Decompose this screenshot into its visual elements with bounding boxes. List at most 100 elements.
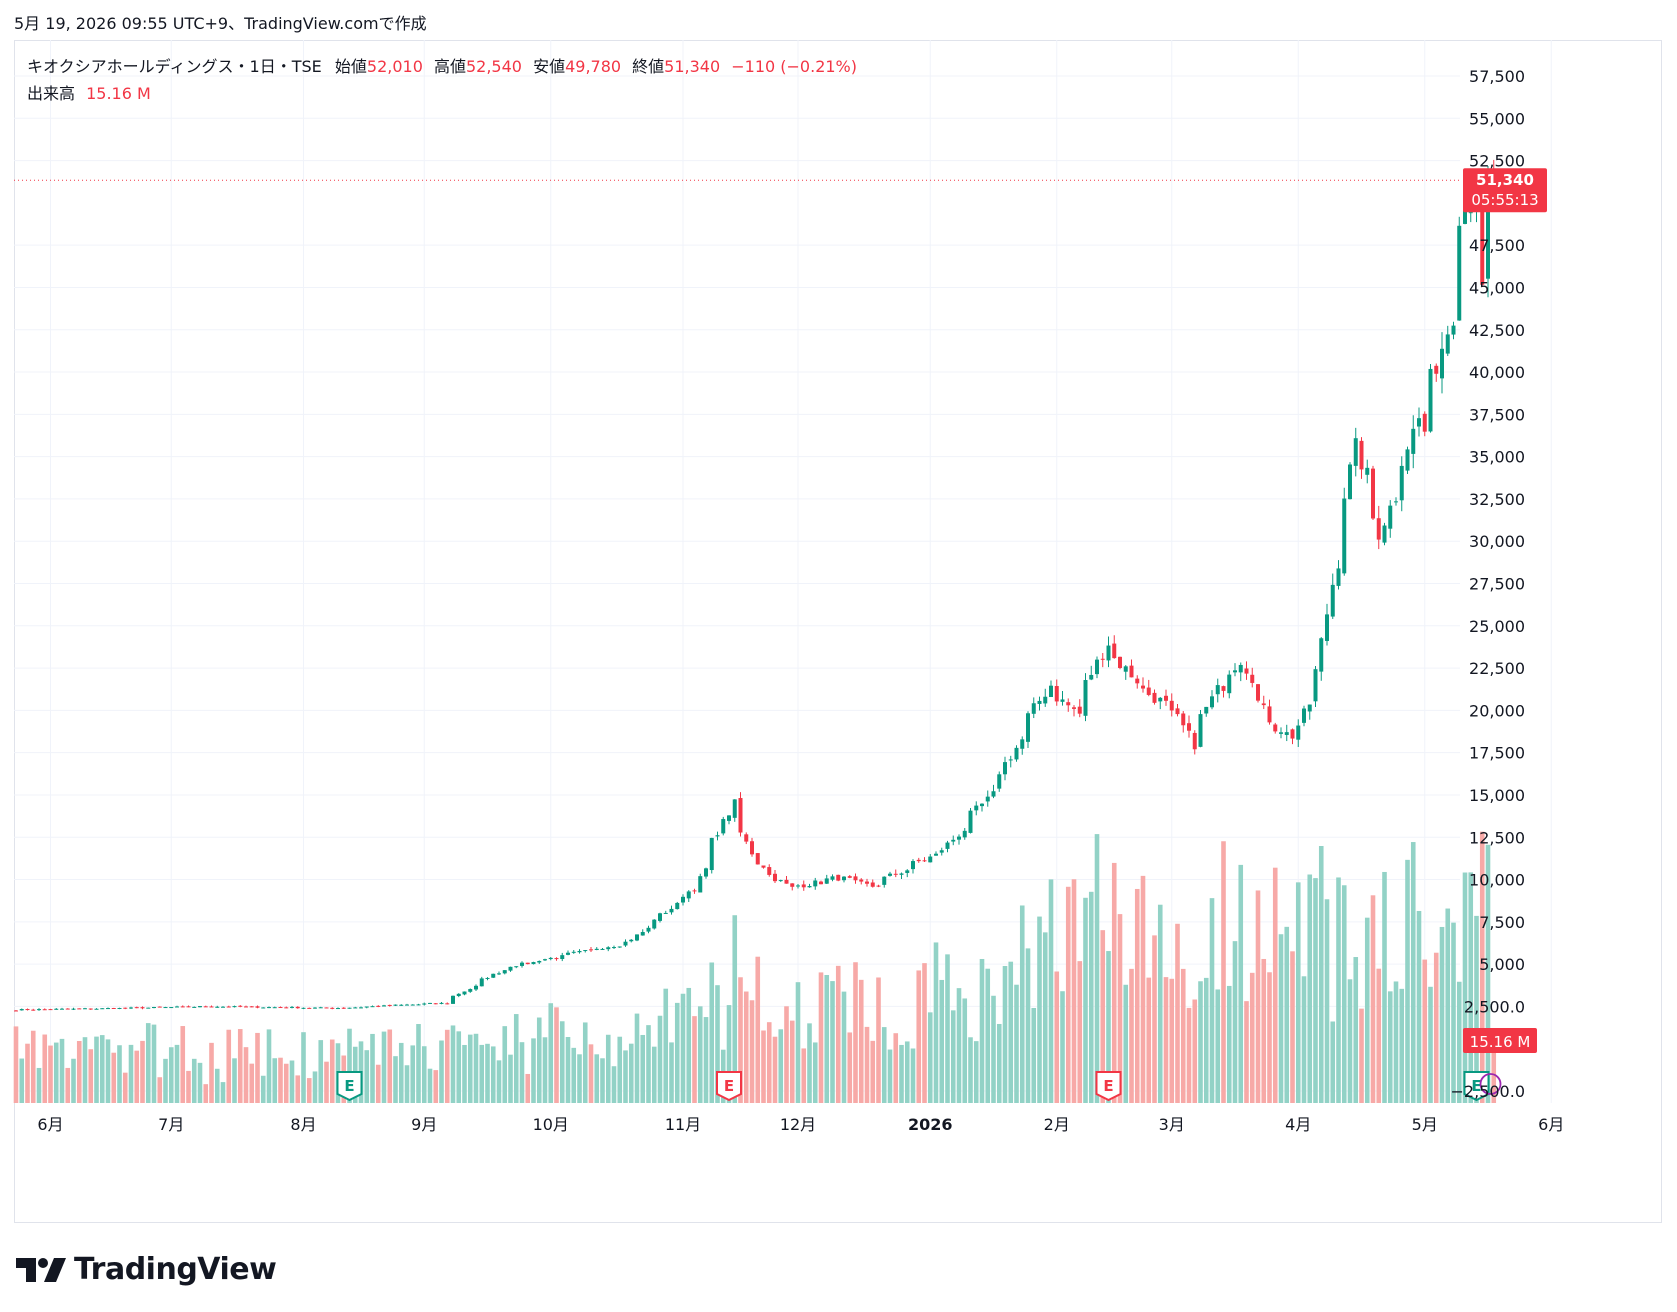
volume-bar (249, 1063, 255, 1103)
volume-bar (1428, 986, 1433, 1103)
volume-bar (1359, 1008, 1364, 1103)
volume-bar (1037, 916, 1042, 1103)
volume-bar (772, 1036, 778, 1103)
candle-body (267, 1007, 271, 1009)
earnings-marker-icon[interactable]: E (1095, 1071, 1122, 1102)
candle-body (1192, 732, 1197, 750)
price-tick-label: 17,500 (1469, 744, 1525, 763)
candle-body (336, 1008, 340, 1010)
volume-bar (479, 1044, 485, 1103)
candle-body (1233, 670, 1237, 673)
brand-footer[interactable]: TradingView (16, 1252, 277, 1287)
volume-bar (214, 1068, 220, 1103)
volume-bar (1088, 891, 1094, 1103)
brand-wordmark: TradingView (74, 1252, 277, 1287)
ohlc-legend: キオクシアホールディングス・1日・TSE 始値52,010 高値52,540 安… (27, 53, 857, 77)
candle-body (255, 1006, 260, 1008)
time-tick-label: 6月 (37, 1115, 63, 1134)
candle-body (790, 883, 795, 887)
volume-bar (611, 1066, 617, 1103)
candle-body (704, 868, 708, 877)
grid-lines (14, 40, 1552, 1103)
volume-bar (1014, 984, 1019, 1103)
volume-bar (692, 1016, 697, 1103)
candle-body (1411, 428, 1416, 454)
candle-body (1284, 732, 1289, 735)
volume-bar (1232, 941, 1238, 1103)
candle-body (525, 962, 530, 965)
volume-bar (1123, 984, 1129, 1103)
earnings-marker-icon[interactable]: E (716, 1071, 742, 1102)
volume-bar (1318, 846, 1324, 1103)
last-price-badge (1463, 168, 1547, 213)
candle-body (1348, 464, 1352, 500)
symbol-label[interactable]: キオクシアホールディングス・1日・TSE (27, 57, 322, 76)
candle-body (761, 865, 766, 868)
volume-bar (784, 1006, 789, 1103)
candle-body (284, 1007, 289, 1009)
volume-bar (99, 1035, 105, 1103)
volume-bar (272, 1058, 278, 1103)
volume-bar (186, 1070, 191, 1103)
candle-body (364, 1006, 369, 1008)
candle-body (888, 873, 892, 876)
volume-bar (973, 1041, 979, 1103)
candle-body (48, 1009, 53, 1011)
candle-body (88, 1008, 93, 1010)
candle-body (571, 951, 576, 953)
earnings-marker-shape (1095, 1071, 1122, 1102)
candle-body (100, 1008, 105, 1010)
candle-body (1072, 707, 1076, 709)
earnings-marker-icon[interactable]: E (336, 1071, 363, 1102)
candle-body (462, 991, 467, 995)
volume-bar (220, 1082, 226, 1103)
candle-body (686, 891, 691, 899)
candle-body (1204, 706, 1209, 714)
candle-body (19, 1009, 24, 1011)
volume-bar (709, 962, 715, 1103)
volume-bar (830, 981, 835, 1103)
volume-bar (1364, 917, 1370, 1103)
volume-bar (1180, 968, 1186, 1103)
candle-body (807, 886, 812, 888)
volume-bar (640, 1034, 646, 1103)
price-tick-label: 47,500 (1469, 236, 1525, 255)
volume-bar (1042, 932, 1048, 1103)
volume-label[interactable]: 出来高 (27, 84, 76, 103)
volume-bar (88, 1049, 94, 1103)
volume-bar (933, 942, 939, 1103)
volume-bar (1106, 951, 1111, 1103)
volume-bar (743, 991, 749, 1103)
price-tick-label: 37,500 (1469, 405, 1525, 424)
candle-body (445, 1003, 450, 1005)
volume-bar (117, 1045, 122, 1103)
price-tick-label: 40,000 (1469, 363, 1525, 382)
volume-bar (1324, 899, 1330, 1103)
candle-body (1434, 365, 1439, 374)
candle-body (307, 1007, 312, 1009)
candle-body (1100, 658, 1105, 660)
volume-bar (513, 1014, 519, 1103)
candle-body (1026, 713, 1030, 742)
tradingview-logo-icon (16, 1257, 66, 1282)
candle-body (163, 1007, 168, 1009)
candle-body (899, 873, 904, 875)
last-price-value: 51,340 (1476, 171, 1534, 189)
open-label: 始値 (334, 57, 367, 76)
volume-bar (766, 1022, 772, 1103)
candle-body (1118, 656, 1122, 668)
volume-bar (1387, 991, 1393, 1103)
earnings-marker-shape (716, 1071, 742, 1102)
candle-body (1325, 614, 1329, 641)
time-tick-label: 10月 (533, 1115, 569, 1134)
candle-body (1008, 759, 1013, 761)
volume-bar (1146, 977, 1152, 1103)
volume-bar (634, 1013, 640, 1103)
candle-body (416, 1004, 421, 1006)
price-tick-label: 45,000 (1469, 278, 1525, 297)
volume-bar (25, 1043, 30, 1103)
candle-body (1376, 518, 1381, 540)
earnings-marker-label: E (1471, 1077, 1481, 1095)
